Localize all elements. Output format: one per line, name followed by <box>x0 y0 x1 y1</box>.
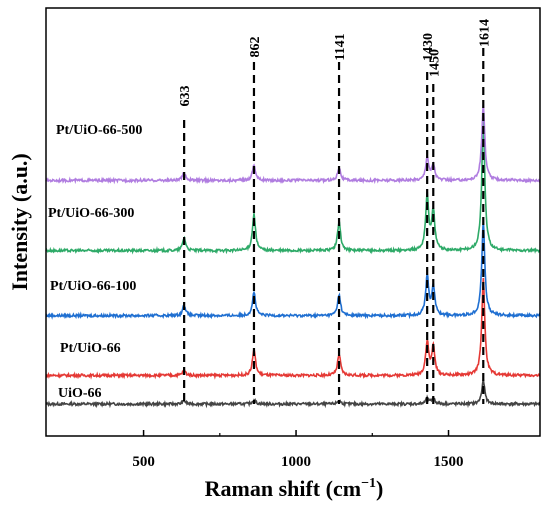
series-label-1: Pt/UiO-66 <box>60 341 121 356</box>
x-axis-label: Raman shift (cm−1) <box>205 476 384 501</box>
series-line-3 <box>45 119 541 255</box>
x-tick-label-0: 500 <box>132 454 155 470</box>
series-line-0 <box>45 379 541 409</box>
plot-frame <box>45 7 541 437</box>
x-tick-label-1: 1000 <box>281 454 311 470</box>
series-label-layer: UiO-66 Pt/UiO-66 Pt/UiO-66-100 Pt/UiO-66-30… <box>48 123 142 401</box>
series-line-2 <box>45 220 541 320</box>
peak-label-3: 1430 <box>421 33 436 61</box>
series-label-2: Pt/UiO-66-100 <box>50 279 136 294</box>
series-line-1 <box>45 277 541 380</box>
y-axis-label: Intensity (a.u.) <box>7 153 32 291</box>
peak-label-5: 1614 <box>477 19 492 47</box>
x-tick-label-2: 1500 <box>434 454 464 470</box>
series-layer <box>45 104 541 409</box>
series-label-0: UiO-66 <box>58 386 102 401</box>
series-line-4 <box>45 104 541 185</box>
peak-label-0: 633 <box>178 86 193 107</box>
peak-label-1: 862 <box>248 37 263 58</box>
series-label-4: Pt/UiO-66-500 <box>56 123 142 138</box>
series-label-3: Pt/UiO-66-300 <box>48 206 134 221</box>
x-tick-layer: 500 1000 1500 <box>132 430 464 470</box>
peak-label-4: 1450 <box>427 49 442 77</box>
peak-label-2: 1141 <box>333 33 348 60</box>
